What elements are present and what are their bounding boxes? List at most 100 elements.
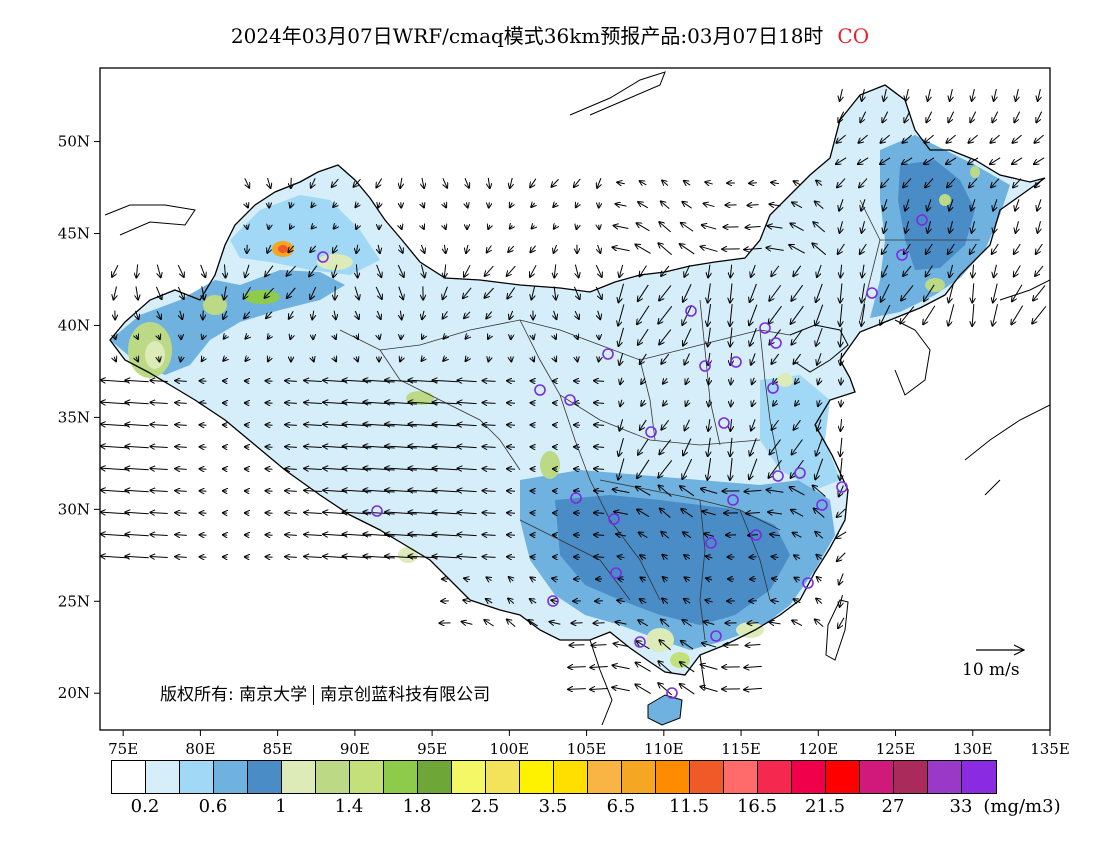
wind-arrow xyxy=(136,286,138,299)
lon-tick-label: 85E xyxy=(263,740,293,758)
wind-arrow xyxy=(443,357,446,361)
wind-arrow xyxy=(904,111,911,123)
wind-arrow xyxy=(304,424,322,425)
wind-arrow xyxy=(574,178,581,187)
wind-arrow xyxy=(554,264,555,277)
wind-arrow xyxy=(433,468,458,470)
wind-arrow xyxy=(421,357,424,361)
wind-arrow xyxy=(793,533,802,538)
monitoring-station xyxy=(794,467,806,479)
wind-arrow xyxy=(618,578,625,579)
hotspot-jilin xyxy=(925,278,945,292)
wind-arrow xyxy=(659,285,672,300)
wind-arrow xyxy=(972,89,975,101)
wind-arrow xyxy=(638,202,649,209)
wind-arrow xyxy=(661,201,670,210)
wind-arrow xyxy=(1036,111,1043,123)
wind-arrow xyxy=(991,178,1000,188)
wind-arrow xyxy=(968,157,979,164)
hotspot-shandong xyxy=(777,373,793,387)
wind-arrow xyxy=(177,264,184,277)
wind-arrow xyxy=(175,381,187,382)
wind-arrow xyxy=(287,287,296,298)
wind-arrow xyxy=(838,617,845,628)
wind-arrow xyxy=(150,490,168,491)
wind-arrow xyxy=(923,305,936,325)
wind-arrow xyxy=(304,556,322,557)
wind-arrow xyxy=(839,485,844,496)
wind-arrow xyxy=(285,403,297,404)
wind-arrow xyxy=(924,157,935,164)
hotspot-heilongjiang xyxy=(939,194,951,206)
wind-arrow xyxy=(375,286,382,299)
wind-arrow xyxy=(159,357,160,362)
wind-arrow xyxy=(663,400,667,405)
wind-arrow xyxy=(970,111,977,123)
wind-arrow xyxy=(860,243,867,254)
wind-arrow xyxy=(1014,243,1021,254)
wind-arrow xyxy=(814,509,825,518)
wind-arrow xyxy=(421,264,424,278)
wind-arrow xyxy=(576,357,577,362)
wind-arrow xyxy=(705,600,713,602)
hotspot-kashgar-core xyxy=(145,341,165,369)
wind-arrow xyxy=(245,357,248,361)
province-line xyxy=(639,359,656,441)
wind-arrow xyxy=(661,420,670,429)
wind-arrow xyxy=(1038,89,1041,101)
wind-arrow xyxy=(101,402,130,404)
hotspot-guangxi xyxy=(670,652,690,668)
wind-arrow xyxy=(730,304,732,326)
wind-arrow xyxy=(903,265,912,276)
wind-arrow xyxy=(482,557,496,558)
wind-arrow xyxy=(552,578,559,579)
wind-arrow xyxy=(422,203,424,208)
wind-arrow xyxy=(926,111,933,123)
wind-arrow xyxy=(815,619,824,627)
monitoring-station xyxy=(547,595,559,607)
wind-arrow xyxy=(618,327,624,346)
wind-arrow xyxy=(599,202,600,207)
wind-arrow xyxy=(746,226,761,227)
wind-arrow xyxy=(1035,265,1044,276)
wind-arrow xyxy=(457,534,477,535)
wind-arrow xyxy=(599,356,600,361)
wind-arrow xyxy=(840,304,842,326)
lon-tick-label: 120E xyxy=(798,740,838,758)
wind-arrow xyxy=(444,335,447,338)
wind-arrow xyxy=(619,419,622,430)
wind-arrow xyxy=(709,399,710,407)
wind-arrow xyxy=(905,199,909,210)
wind-arrow xyxy=(150,446,168,447)
wind-arrow xyxy=(334,357,336,362)
legend-swatch xyxy=(554,761,588,793)
wind-arrow xyxy=(433,402,458,404)
wind-arrow xyxy=(840,352,841,365)
wind-arrow xyxy=(946,134,956,143)
species-label: CO xyxy=(837,24,870,48)
wind-arrow xyxy=(377,310,380,319)
wind-arrow xyxy=(816,181,823,186)
wind-arrow xyxy=(1037,221,1040,233)
region-dark-south xyxy=(555,495,790,625)
wind-arrow xyxy=(155,286,161,299)
wind-arrow xyxy=(285,469,297,470)
wind-arrow xyxy=(530,178,537,188)
wind-arrow xyxy=(285,535,297,536)
wind-arrow xyxy=(304,402,322,403)
wind-arrow xyxy=(550,622,561,625)
wind-arrow xyxy=(730,327,732,347)
wind-arrow xyxy=(291,177,292,188)
wind-arrow xyxy=(708,264,710,278)
wind-arrow xyxy=(304,468,322,469)
wind-arrow xyxy=(463,287,472,298)
wind-arrow xyxy=(751,419,756,430)
monitoring-station xyxy=(772,470,784,482)
wind-arrow xyxy=(101,534,130,536)
wind-arrow xyxy=(949,221,952,233)
wind-arrow xyxy=(422,335,424,339)
wind-arrow xyxy=(1014,265,1021,277)
lon-tick-label: 105E xyxy=(567,740,607,758)
wind-arrow xyxy=(310,245,317,252)
wind-arrow xyxy=(768,459,782,478)
